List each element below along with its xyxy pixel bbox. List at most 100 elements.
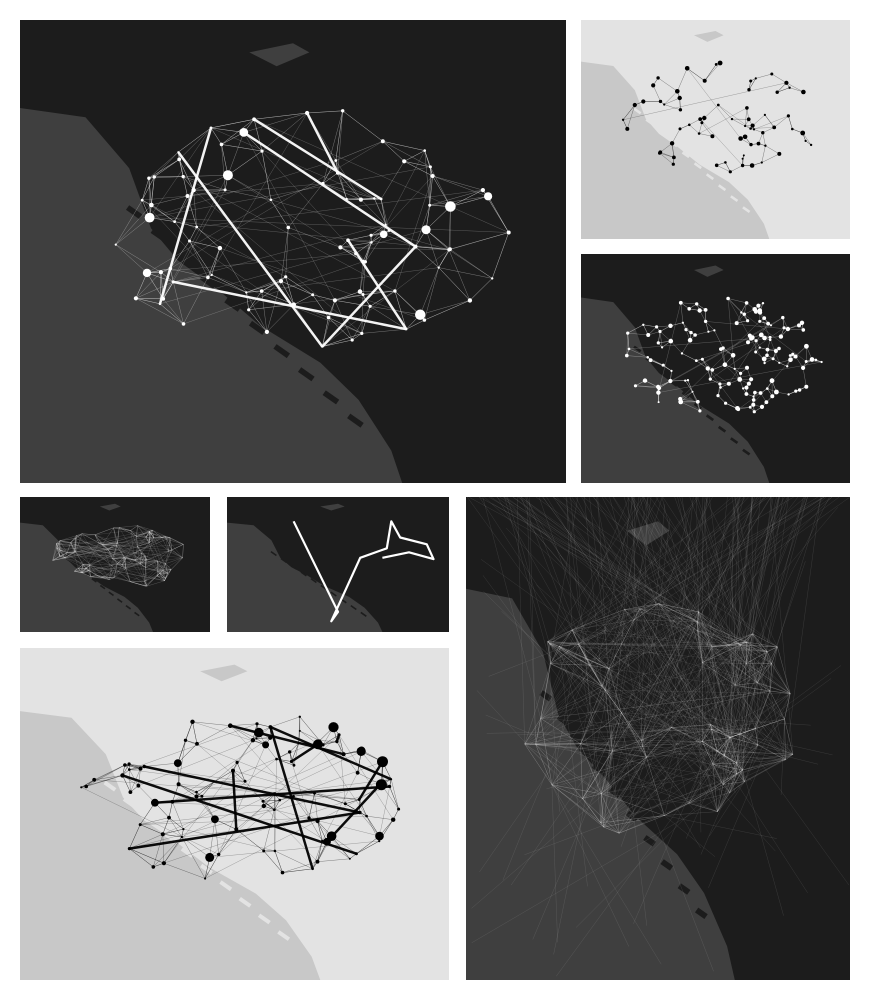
network-edge — [123, 557, 136, 561]
network-edge — [711, 729, 740, 735]
network-edge — [119, 527, 141, 565]
network-node — [771, 357, 775, 361]
network-edge — [710, 724, 740, 735]
network-edge — [362, 242, 372, 262]
network-edge — [149, 531, 154, 538]
network-edge — [322, 317, 329, 347]
network-edge — [612, 712, 622, 752]
network-edge — [723, 773, 737, 785]
network-edge — [404, 161, 433, 177]
network-node — [173, 220, 177, 224]
network-edge — [540, 665, 590, 719]
network-edge — [274, 850, 283, 873]
network-node — [625, 353, 629, 358]
network-edge — [204, 854, 219, 879]
network-edge — [144, 581, 148, 587]
network-edge — [702, 644, 729, 663]
network-edge — [660, 152, 674, 158]
network-edge — [589, 619, 634, 666]
network-edge — [512, 497, 791, 694]
network-edge — [666, 540, 737, 774]
network-edge — [641, 740, 703, 742]
network-edge — [664, 815, 716, 857]
network-edge — [757, 663, 772, 683]
network-edge — [641, 507, 838, 741]
network-edge — [196, 781, 215, 797]
network-edge — [755, 693, 791, 729]
network-edge — [282, 868, 313, 873]
network-edge — [741, 312, 748, 321]
network-edge — [601, 757, 647, 794]
network-edge — [697, 621, 729, 646]
network-edge — [551, 784, 558, 943]
network-edge — [589, 497, 745, 666]
network-node — [379, 230, 388, 239]
network-edge — [505, 497, 745, 782]
network-node — [678, 108, 683, 112]
network-edge — [201, 781, 215, 797]
network-edge — [334, 294, 364, 301]
network-node — [158, 302, 162, 306]
network-edge — [149, 531, 152, 534]
network-node — [428, 203, 432, 207]
network-edge — [140, 555, 146, 565]
network-edge — [123, 557, 126, 559]
network-edge — [119, 527, 131, 531]
network-edge — [164, 578, 166, 581]
network-edge — [196, 791, 216, 820]
network-edge — [145, 532, 150, 538]
network-edge — [730, 737, 737, 764]
network-edge — [356, 840, 380, 854]
network-edge — [639, 608, 698, 631]
edges — [622, 62, 812, 173]
network-edge — [148, 542, 158, 572]
network-edge — [549, 643, 610, 669]
network-edge — [624, 608, 640, 610]
network-edge — [765, 145, 780, 155]
network-edge — [424, 300, 470, 321]
network-edge — [340, 247, 356, 254]
network-edge — [170, 141, 383, 269]
network-node — [268, 725, 273, 729]
network-edge — [575, 497, 730, 793]
network-edge — [335, 110, 343, 161]
heavy-edge — [177, 151, 324, 348]
network-edge — [786, 82, 804, 93]
network-edge — [551, 784, 602, 794]
network-edge — [728, 633, 753, 646]
heavy-edge — [243, 131, 417, 248]
network-edge — [729, 651, 768, 738]
network-node — [694, 359, 698, 362]
network-edge — [551, 662, 703, 785]
network-edge — [739, 733, 850, 886]
network-edge — [535, 744, 602, 794]
network-edge — [78, 536, 166, 569]
network-edge — [646, 757, 665, 816]
network-edge — [767, 646, 778, 652]
network-edge — [450, 196, 489, 207]
network-edge — [788, 389, 800, 395]
network-edge — [601, 603, 659, 794]
network-edge — [642, 746, 793, 755]
network-edge — [82, 564, 90, 571]
network-edge — [56, 547, 68, 553]
network-edge — [148, 533, 152, 544]
network-edge — [182, 544, 184, 558]
network-edge — [738, 392, 761, 410]
network-node — [814, 358, 818, 362]
network-edge — [524, 743, 583, 799]
network-edge — [622, 104, 635, 120]
network-edge — [263, 850, 283, 873]
network-edge — [291, 743, 299, 762]
network-node — [697, 132, 701, 135]
network-edge — [362, 290, 395, 295]
network-edge — [624, 603, 659, 610]
network-edge — [547, 641, 550, 644]
network-edge — [633, 619, 698, 631]
network-edge — [76, 535, 131, 582]
network-edge — [505, 497, 758, 683]
network-node — [658, 150, 663, 155]
network-edge — [322, 333, 362, 347]
network-node — [769, 378, 775, 384]
network-edge — [119, 527, 131, 531]
